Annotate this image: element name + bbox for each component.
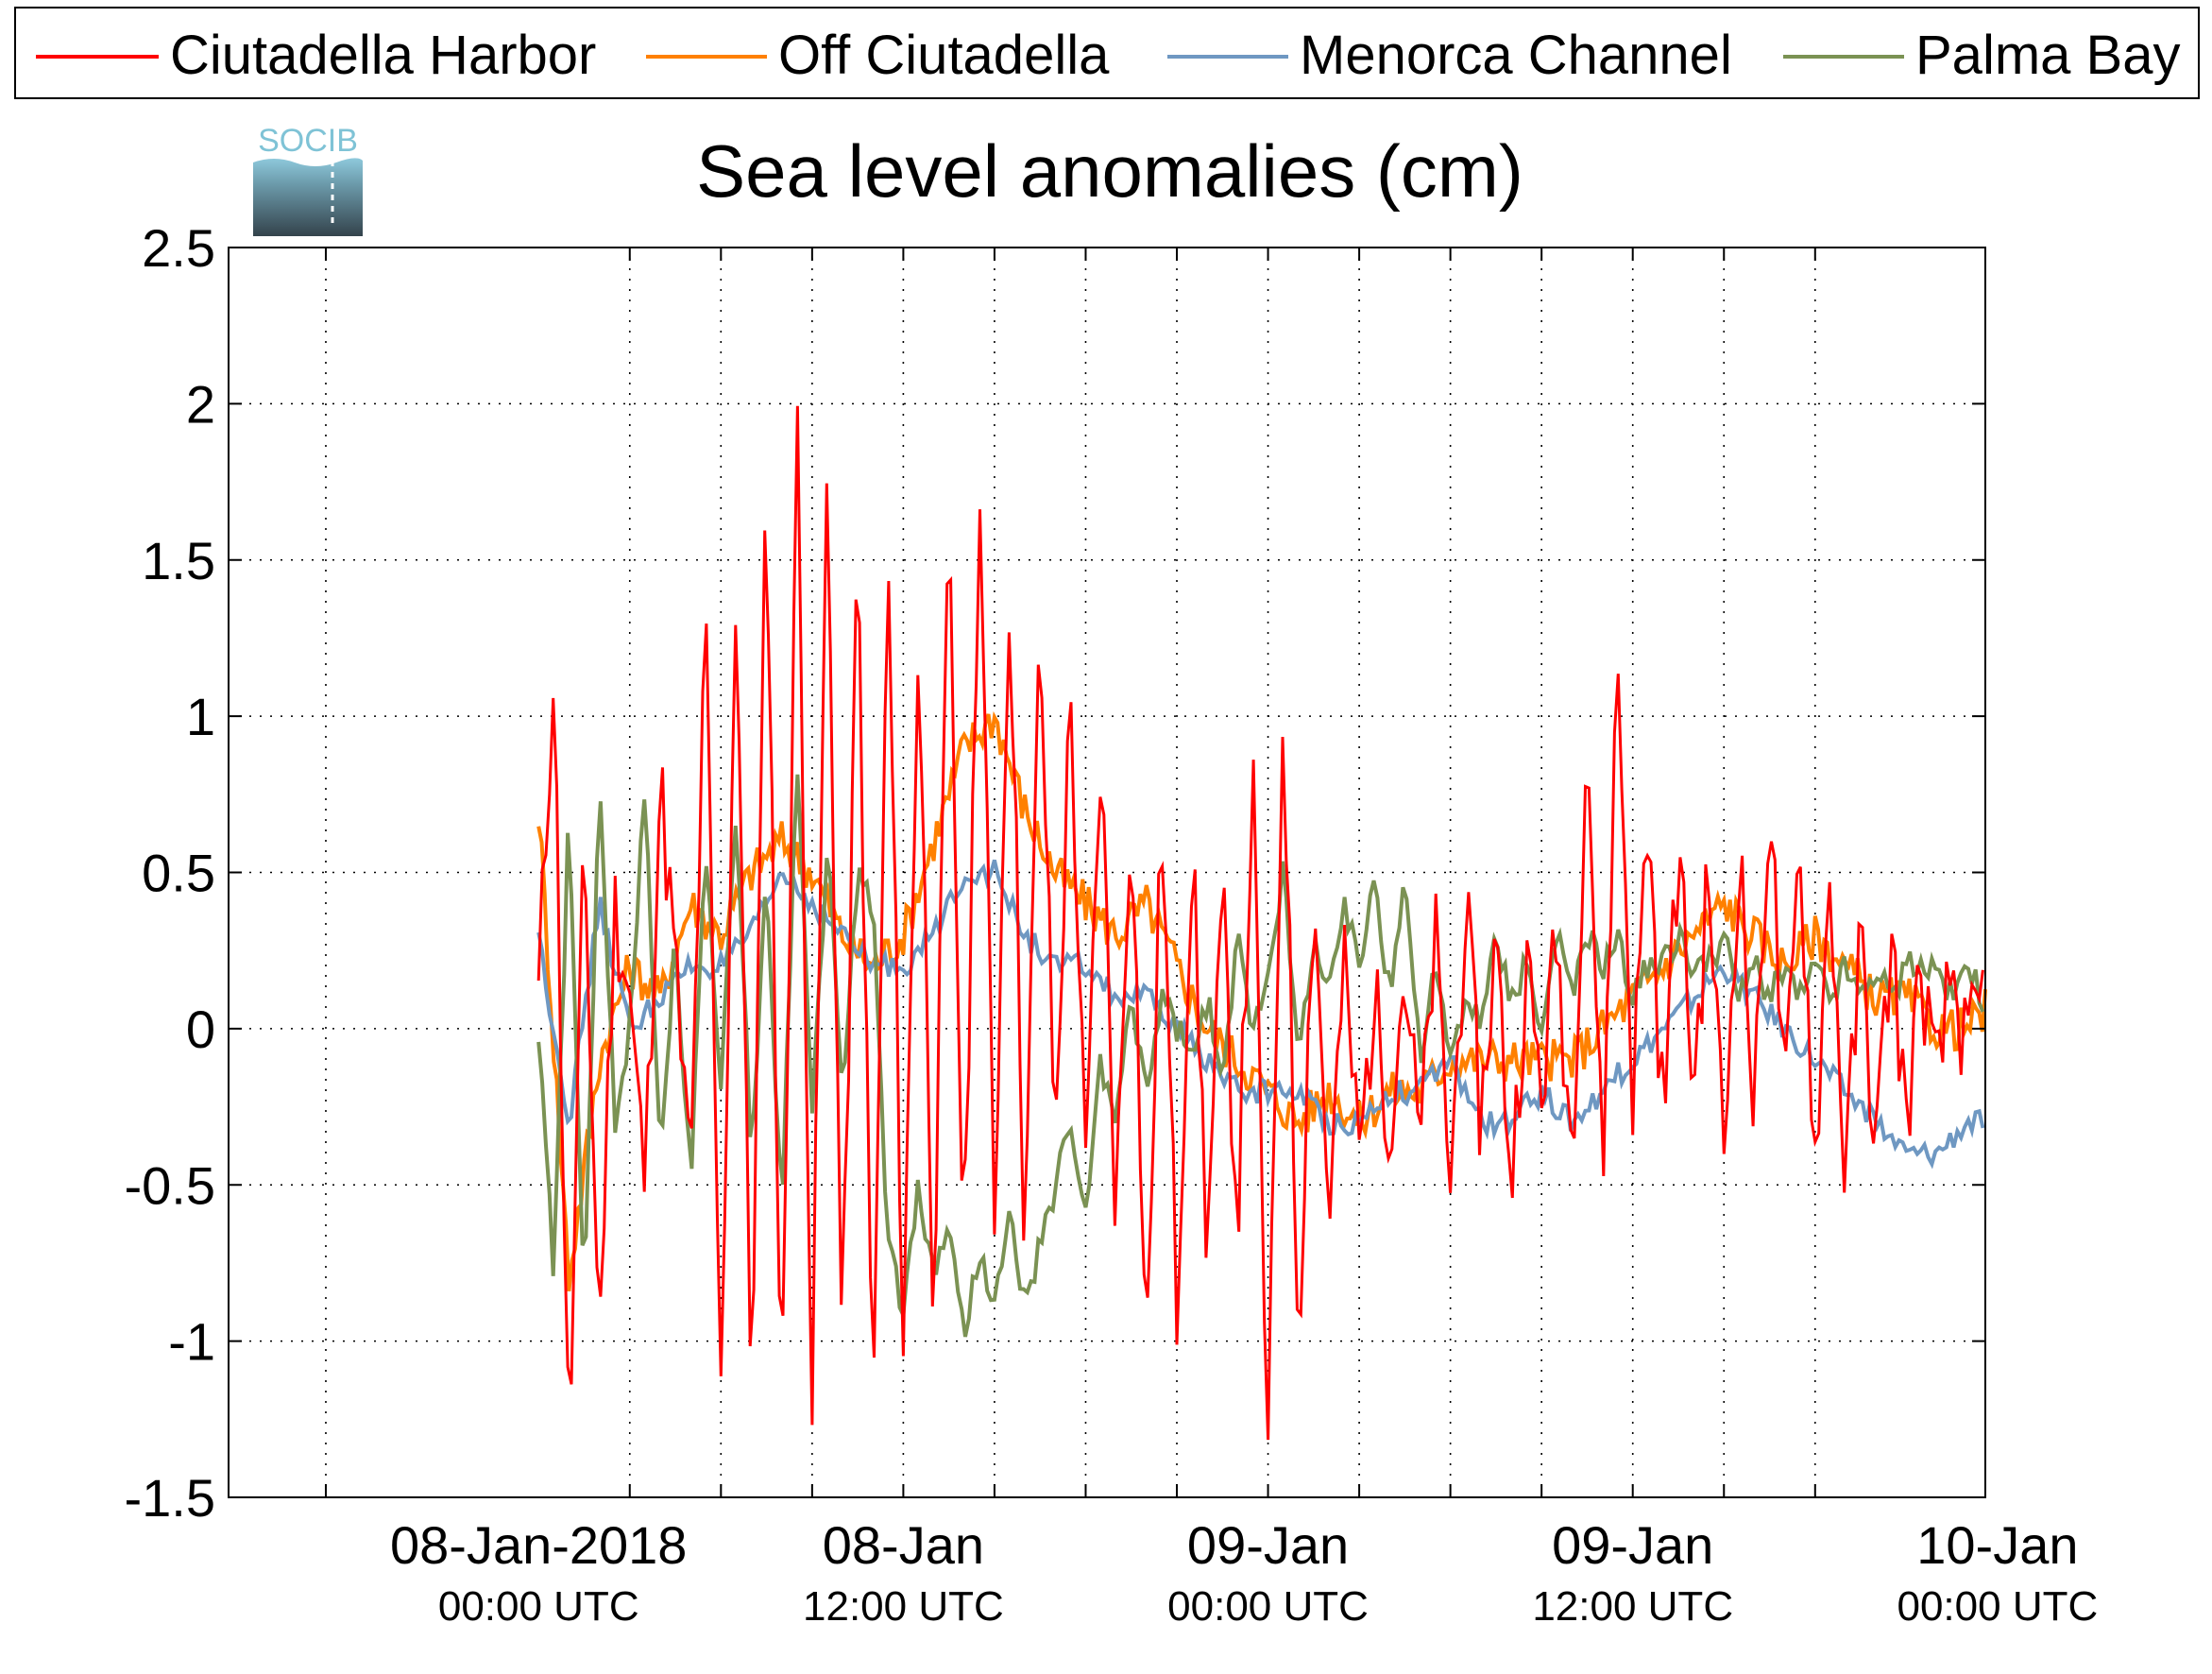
y-tick-label: 0 <box>186 999 215 1059</box>
legend: Ciutadella Harbor Off Ciutadella Menorca… <box>14 7 2200 99</box>
series-layer <box>536 405 1987 1441</box>
legend-label-off-ciutadella: Off Ciutadella <box>778 25 1110 86</box>
x-tick-label-date: 09-Jan <box>1552 1515 1713 1575</box>
grid <box>229 248 1985 1497</box>
y-tick-labels: -1.5 -1 -0.5 0 0.5 1 1.5 2 2.5 <box>125 218 216 1528</box>
socib-logo: SOCIB <box>253 123 363 236</box>
axis-ticks <box>229 247 1985 1498</box>
socib-logo-text: SOCIB <box>258 123 358 159</box>
y-tick-label: 1 <box>186 687 215 746</box>
x-tick-label-time: 12:00 UTC <box>1532 1583 1733 1630</box>
series-line-ciutadella-harbor <box>536 405 1984 1441</box>
legend-label-ciutadella-harbor: Ciutadella Harbor <box>170 25 596 86</box>
y-tick-label: 1.5 <box>142 531 215 590</box>
x-tick-label-time: 00:00 UTC <box>1897 1583 2098 1630</box>
series-line-palma-bay <box>536 774 1985 1338</box>
legend-box <box>14 7 2200 99</box>
y-tick-label: -1 <box>168 1312 215 1372</box>
x-tick-label-date: 08-Jan <box>823 1515 984 1575</box>
x-tick-label-date: 10-Jan <box>1916 1515 2078 1575</box>
y-tick-label: 2.5 <box>142 218 215 278</box>
x-tick-label-date: 09-Jan <box>1187 1515 1349 1575</box>
legend-label-palma-bay: Palma Bay <box>1915 25 2180 86</box>
x-tick-labels: 08-Jan-2018 00:00 UTC 08-Jan 12:00 UTC 09-Ja… <box>390 1515 2098 1630</box>
x-tick-label-date: 08-Jan-2018 <box>390 1515 687 1575</box>
x-tick-label-time: 12:00 UTC <box>803 1583 1004 1630</box>
legend-label-menorca-channel: Menorca Channel <box>1300 25 1732 86</box>
x-tick-label-time: 00:00 UTC <box>438 1583 639 1630</box>
y-tick-label: 0.5 <box>142 844 215 903</box>
chart-title: Sea level anomalies (cm) <box>696 129 1523 213</box>
y-tick-label: -0.5 <box>125 1155 216 1215</box>
x-tick-label-time: 00:00 UTC <box>1167 1583 1369 1630</box>
y-tick-label: 2 <box>186 374 215 434</box>
y-tick-label: -1.5 <box>125 1468 216 1528</box>
